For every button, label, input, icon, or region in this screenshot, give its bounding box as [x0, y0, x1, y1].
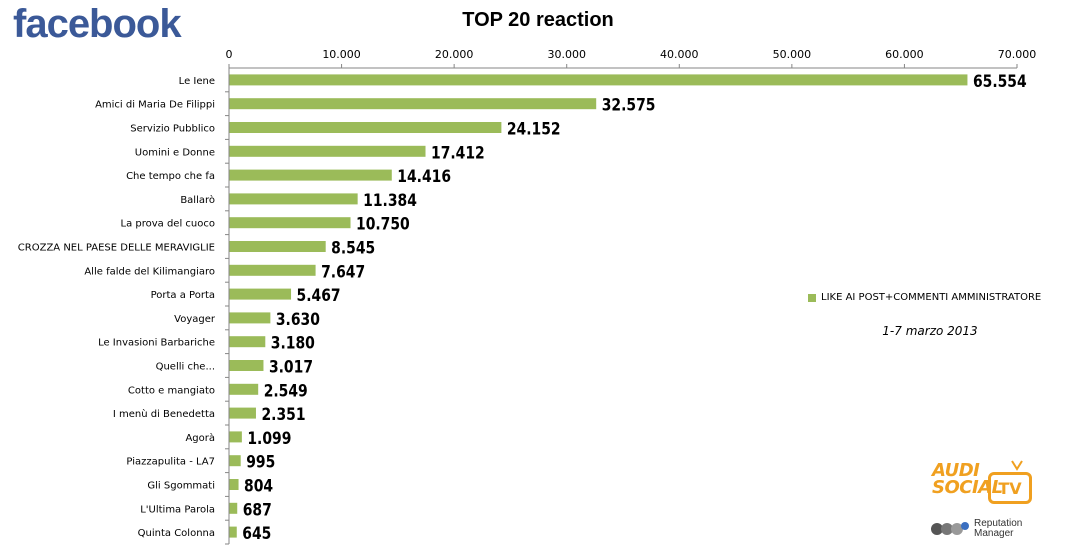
reputation-line-2: Manager	[974, 528, 1014, 539]
data-label: 24.152	[507, 119, 561, 139]
x-tick-label: 70.000	[998, 48, 1037, 61]
facebook-logo: facebook	[13, 2, 182, 46]
x-tick-label: 0	[226, 48, 233, 61]
category-label: Agorà	[185, 432, 215, 444]
data-label: 804	[244, 476, 273, 496]
bar	[229, 502, 238, 514]
bar	[229, 336, 266, 348]
bar	[229, 383, 259, 395]
bar	[229, 169, 392, 181]
data-label: 65.554	[973, 72, 1027, 92]
bar	[229, 526, 237, 538]
category-label: Quinta Colonna	[138, 528, 215, 539]
data-label: 687	[243, 500, 272, 520]
category-label: Le Iene	[179, 76, 215, 87]
bar	[229, 479, 239, 490]
bar	[229, 98, 597, 110]
x-tick-label: 20.000	[435, 48, 474, 61]
bar	[229, 122, 502, 133]
data-label: 17.412	[431, 143, 485, 163]
tv-label: TV	[998, 478, 1022, 498]
category-label: I menù di Benedetta	[113, 408, 215, 420]
data-label: 8.545	[331, 238, 375, 258]
chart-legend: LIKE AI POST+COMMENTI AMMINISTRATORE	[808, 292, 1041, 303]
category-label: Cotto e mangiato	[128, 385, 215, 396]
category-label: Che tempo che fa	[126, 171, 215, 182]
audisocial-tv-logo: AUDI SOCIAL TV	[932, 460, 1032, 504]
data-label: 2.351	[261, 405, 305, 425]
category-label: Amici di Maria De Filippi	[95, 100, 215, 111]
reputation-manager-logo: Reputation Manager	[930, 519, 1022, 539]
tv-antenna-icon	[1011, 460, 1023, 471]
legend-label: LIKE AI POST+COMMENTI AMMINISTRATORE	[821, 292, 1042, 303]
data-label: 2.549	[264, 381, 308, 401]
category-label: Porta a Porta	[151, 290, 215, 301]
category-label: Uomini e Donne	[135, 147, 215, 158]
category-label: Alle falde del Kilimangiaro	[84, 266, 215, 277]
bar	[229, 288, 292, 300]
category-label: CROZZA NEL PAESE DELLE MERAVIGLIE	[18, 243, 215, 254]
data-label: 11.384	[363, 191, 417, 211]
category-label: Ballarò	[180, 194, 215, 206]
bar	[229, 193, 358, 205]
data-label: 995	[246, 452, 275, 472]
x-tick-label: 40.000	[660, 48, 699, 61]
tv-icon: TV	[988, 472, 1032, 504]
category-label: Voyager	[174, 314, 216, 325]
bar	[229, 217, 351, 229]
x-tick-label: 50.000	[773, 48, 812, 61]
category-label: Quelli che...	[156, 362, 215, 373]
data-label: 3.180	[271, 333, 315, 353]
data-label: 1.099	[247, 429, 291, 449]
x-tick-label: 10.000	[322, 48, 361, 61]
reputation-manager-text: Reputation Manager	[974, 519, 1022, 539]
category-label: L'Ultima Parola	[140, 504, 215, 515]
chart-title: TOP 20 reaction	[462, 9, 614, 31]
bar	[229, 145, 426, 157]
x-tick-label: 60.000	[885, 48, 924, 61]
bar	[229, 455, 241, 467]
data-label: 14.416	[397, 167, 451, 187]
reputation-manager-icon	[931, 522, 969, 535]
data-label: 7.647	[321, 262, 365, 282]
category-label: Le Invasioni Barbariche	[98, 338, 215, 349]
audisocial-line-2: SOCIAL	[932, 477, 1003, 498]
category-label: Servizio Pubblico	[130, 124, 215, 135]
bar	[229, 312, 271, 324]
bar	[229, 241, 326, 252]
bar	[229, 74, 968, 86]
category-label: Gli Sgommati	[147, 481, 215, 492]
data-label: 3.630	[276, 310, 320, 330]
legend-swatch	[808, 293, 816, 302]
audisocial-line-1: AUDI	[932, 460, 980, 481]
audisocial-text: AUDI SOCIAL	[932, 460, 1003, 498]
bar	[229, 431, 242, 443]
data-label: 3.017	[269, 357, 313, 377]
bar	[229, 407, 256, 419]
bar	[229, 264, 316, 276]
reputation-line-1: Reputation	[974, 518, 1023, 529]
category-label: Piazzapulita - LA7	[126, 457, 215, 468]
data-label: 32.575	[602, 95, 656, 115]
period-annotation: 1-7 marzo 2013	[882, 324, 978, 338]
x-tick-label: 30.000	[547, 48, 586, 61]
data-label: 5.467	[297, 286, 341, 306]
data-label: 645	[242, 524, 271, 544]
bar	[229, 360, 264, 371]
category-label: La prova del cuoco	[121, 219, 216, 230]
data-label: 10.750	[356, 214, 410, 234]
